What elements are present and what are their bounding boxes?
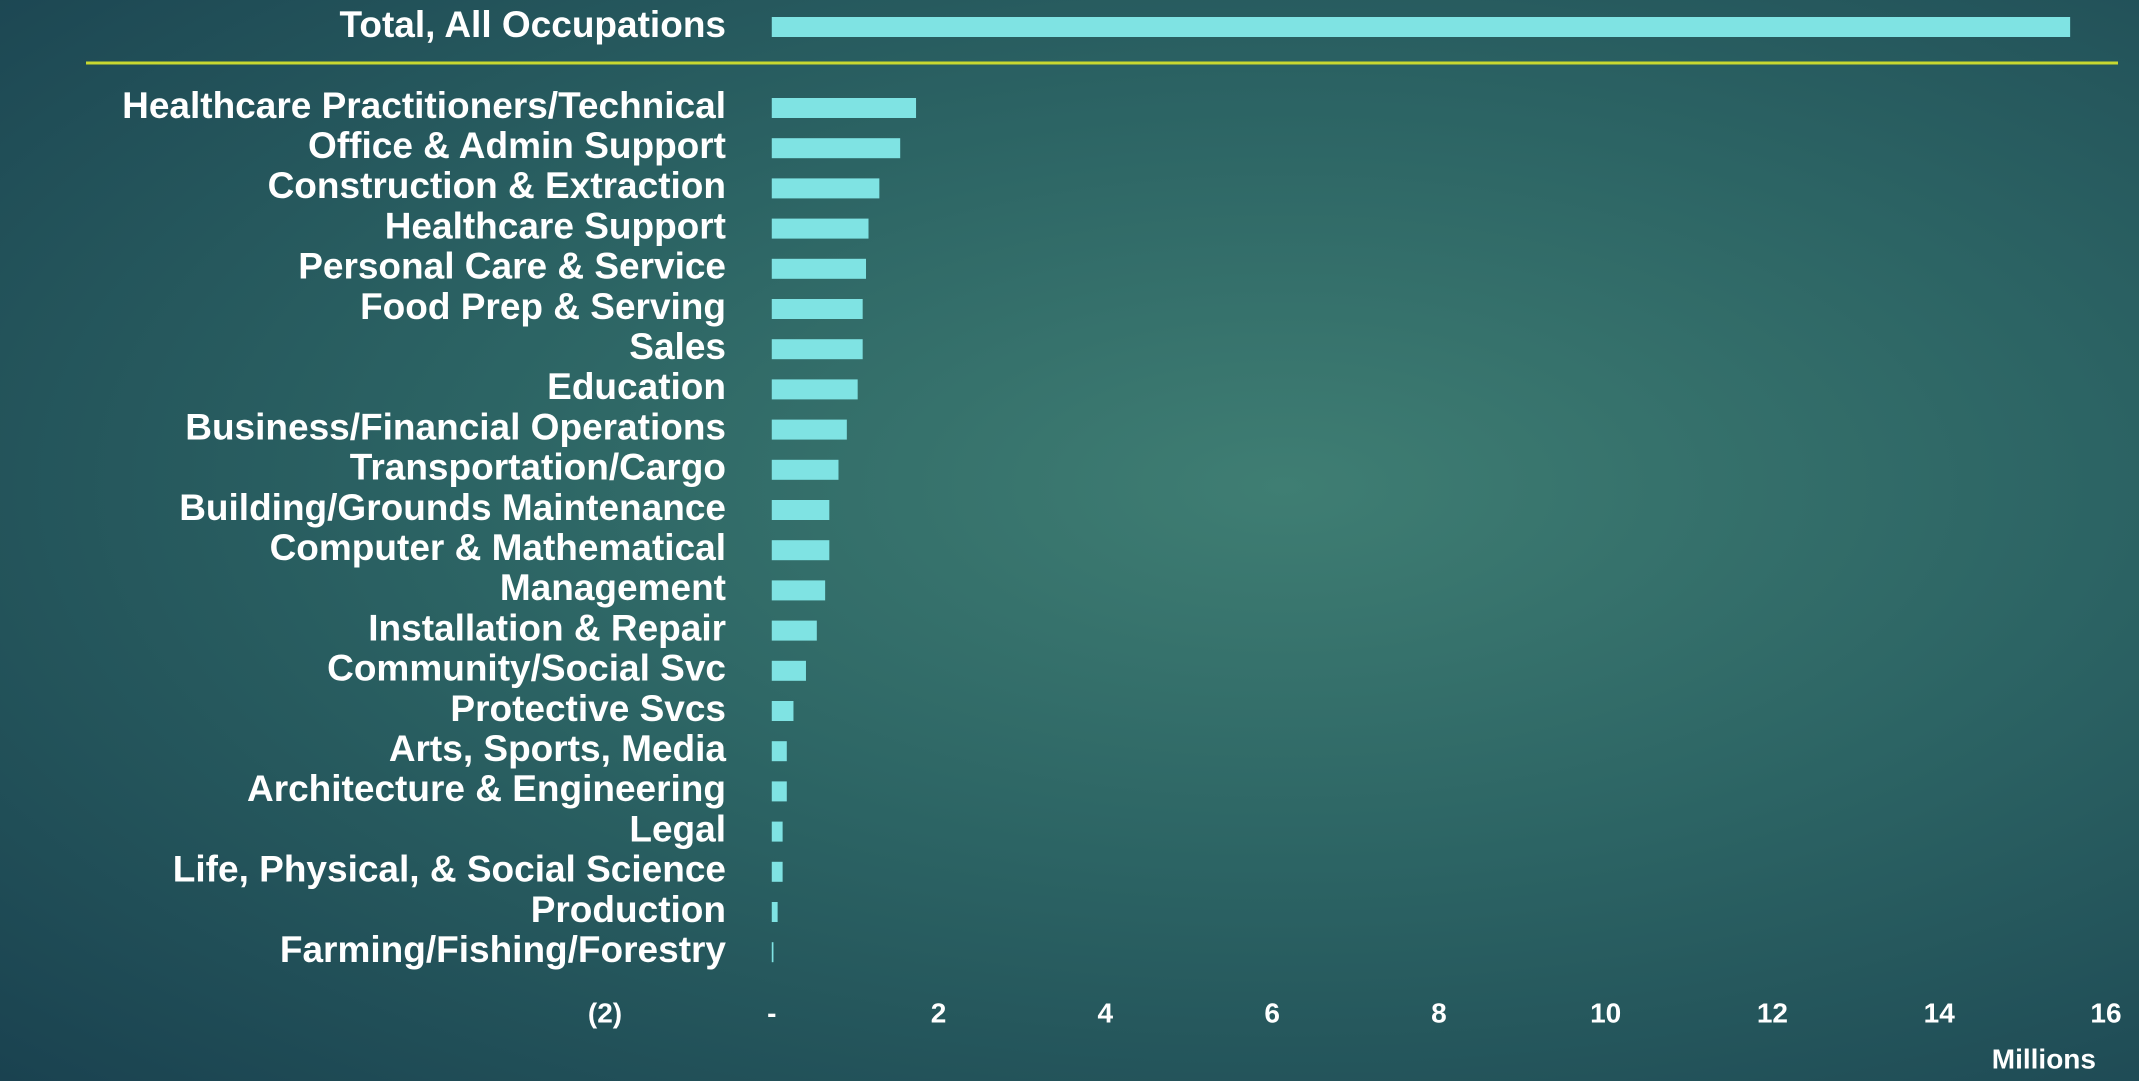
bar — [771, 861, 783, 882]
y-tick-label: Healthcare Practitioners/Technical — [122, 85, 726, 126]
y-tick-label: Management — [500, 567, 726, 608]
y-tick-label: Construction & Extraction — [268, 165, 726, 206]
y-tick-label: Legal — [629, 808, 726, 849]
bar — [771, 781, 787, 802]
bar — [771, 178, 880, 199]
bar — [771, 902, 778, 922]
x-axis-label: Millions — [1992, 1043, 2096, 1074]
x-tick-label: 14 — [1924, 997, 1956, 1028]
x-tick-label: 6 — [1264, 997, 1280, 1028]
x-tick-label: - — [767, 997, 776, 1028]
x-tick-label: (2) — [588, 997, 622, 1028]
bar — [771, 218, 869, 239]
bar — [771, 660, 806, 681]
bar — [771, 17, 2071, 37]
x-tick-label: 4 — [1098, 997, 1114, 1028]
y-tick-label: Food Prep & Serving — [360, 286, 726, 327]
y-tick-label: Computer & Mathematical — [270, 527, 726, 568]
y-tick-label: Business/Financial Operations — [185, 406, 726, 447]
bar — [771, 98, 917, 118]
bar — [771, 379, 858, 400]
bar — [771, 620, 817, 641]
y-tick-label: Production — [531, 889, 726, 930]
bar — [771, 419, 847, 440]
bar — [771, 299, 863, 319]
x-tick-label: 10 — [1590, 997, 1621, 1028]
x-tick-label: 16 — [2090, 997, 2121, 1028]
y-tick-label: Life, Physical, & Social Science — [173, 849, 726, 890]
y-tick-label: Arts, Sports, Media — [389, 728, 727, 769]
bar — [771, 459, 839, 480]
bar — [771, 540, 830, 561]
y-tick-label: Architecture & Engineering — [247, 768, 726, 809]
y-tick-label: Farming/Fishing/Forestry — [280, 929, 727, 970]
y-tick-label: Installation & Repair — [368, 607, 726, 648]
y-tick-label: Education — [547, 366, 726, 407]
bar — [771, 580, 826, 601]
y-tick-label: Protective Svcs — [450, 688, 726, 729]
bar — [771, 258, 867, 279]
y-tick-label: Building/Grounds Maintenance — [179, 487, 726, 528]
bar — [771, 942, 774, 963]
x-tick-label: 2 — [931, 997, 947, 1028]
y-tick-label: Total, All Occupations — [340, 4, 726, 45]
y-tick-label: Sales — [629, 326, 726, 367]
bar — [771, 741, 787, 762]
y-tick-label: Community/Social Svc — [327, 648, 726, 689]
bar — [771, 701, 794, 721]
y-tick-label: Transportation/Cargo — [350, 447, 726, 488]
x-tick-label: 8 — [1431, 997, 1447, 1028]
bar — [771, 500, 830, 520]
y-tick-label: Office & Admin Support — [308, 125, 726, 166]
bar — [771, 821, 783, 842]
y-tick-label: Personal Care & Service — [298, 246, 726, 287]
y-tick-label: Healthcare Support — [385, 205, 726, 246]
bar — [771, 339, 863, 360]
bar — [771, 138, 901, 159]
x-tick-label: 12 — [1757, 997, 1788, 1028]
